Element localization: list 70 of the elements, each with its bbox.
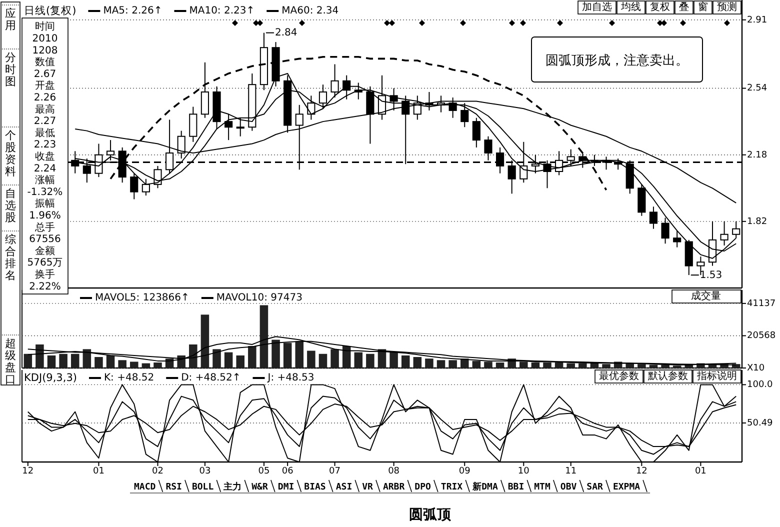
sidebar: 应用 分时图 个股资料 自选股 综合排名 超级盘口: [0, 2, 20, 386]
legend-label: MAVOL10: 97473: [216, 292, 302, 304]
y-tick-label: 1.82: [747, 216, 768, 227]
y-tick-label: 20568: [747, 331, 776, 342]
annotation: 开盘: [35, 80, 55, 92]
annotation: 5765万: [27, 258, 63, 269]
extreme-label: 2.84: [265, 28, 298, 39]
x-tick-label: 09: [458, 466, 471, 476]
x-tick-label: 01: [694, 466, 706, 476]
annotation: 成交量: [691, 290, 721, 302]
annotation: 收盘: [35, 150, 55, 163]
y-tick-label: 41137: [747, 298, 776, 309]
legend-label: MAVOL5: 123866↑: [95, 292, 190, 304]
y-tick-label: 50.49: [747, 418, 774, 428]
legend-label: K: +48.52: [104, 372, 154, 384]
annotation: 1.96%: [29, 210, 61, 222]
annotation: 时间: [35, 20, 55, 33]
x-tick-label: 06: [282, 466, 294, 476]
x-tick-label: 10: [518, 466, 530, 476]
annotation: 2.67: [34, 68, 56, 80]
annotation: 换手: [35, 268, 55, 281]
annotation: 67556: [29, 234, 61, 246]
annotation: 1208: [32, 45, 58, 56]
indicator-tabs: MACD RSI BOLL 主力 W&R DMI BIAS ASI VR ARBR DPO TRIX 新DMA BBI MTM OBV SAR EXPMA: [130, 480, 650, 494]
annotation: 最高: [35, 103, 55, 116]
note-box: 圆弧顶形成，注意卖出。: [531, 36, 703, 82]
annotation: 默认参数: [647, 370, 688, 382]
indicator-select: 成交量: [672, 290, 742, 304]
y-tick-label: 2.54: [747, 84, 768, 94]
annotation: -1.32%: [27, 186, 63, 198]
annotation: 指标说明: [696, 370, 737, 382]
legend-label: MA10: 2.23↑: [189, 6, 255, 17]
annotation: 2010: [32, 34, 58, 45]
chart-title: KDJ(9,3,3): [24, 372, 77, 384]
x-tick-label: 05: [258, 466, 270, 476]
annotation: 振幅: [35, 198, 55, 210]
toolbar: 加自选 均线 复权 叠 窗 预测: [578, 0, 742, 14]
annotation: 2.23: [34, 140, 56, 151]
x-tick-label: 12: [22, 466, 34, 476]
legend-label: MA60: 2.34: [282, 6, 339, 17]
x-tick-label: 12: [636, 466, 648, 476]
annotation: 金额: [35, 244, 55, 257]
x-tick-label: 07: [329, 466, 341, 476]
y-tick-label: 2.18: [747, 150, 768, 160]
annotation: 最优参数: [599, 370, 639, 382]
chart-title: 日线(复权): [24, 4, 76, 17]
annotation: 2.24: [34, 163, 56, 174]
text: 圆弧顶: [409, 506, 452, 523]
y-tick-label: 100.0: [747, 380, 774, 390]
annotation: 2.22%: [29, 281, 61, 292]
annotation: 2.27: [34, 116, 56, 128]
extreme-label: 1.53: [690, 270, 722, 281]
x-tick-label: 08: [388, 466, 400, 476]
legend-label: J: +48.53: [266, 372, 314, 384]
x-tick-label: 02: [152, 466, 164, 476]
y-tick-label: 2.91: [747, 15, 768, 26]
annotation: 圆弧顶形成，注意卖出。: [546, 54, 688, 69]
x-tick-label: 01: [92, 466, 104, 476]
annotation: 数值: [35, 57, 55, 68]
annotation: 2.84: [274, 28, 298, 39]
annotation: 最低: [35, 128, 55, 139]
legend-label: D: +48.52↑: [181, 372, 241, 384]
y-tick-label: X10: [747, 363, 765, 374]
annotation: 1.53: [700, 270, 722, 281]
x-tick-label: 11: [565, 466, 577, 476]
annotation: 涨幅: [35, 174, 55, 186]
x-tick-label: 03: [199, 466, 211, 476]
annotation: 2.26: [34, 92, 56, 104]
legend-label: MA5: 2.26↑: [103, 6, 162, 17]
annotation: 总手: [34, 221, 55, 234]
